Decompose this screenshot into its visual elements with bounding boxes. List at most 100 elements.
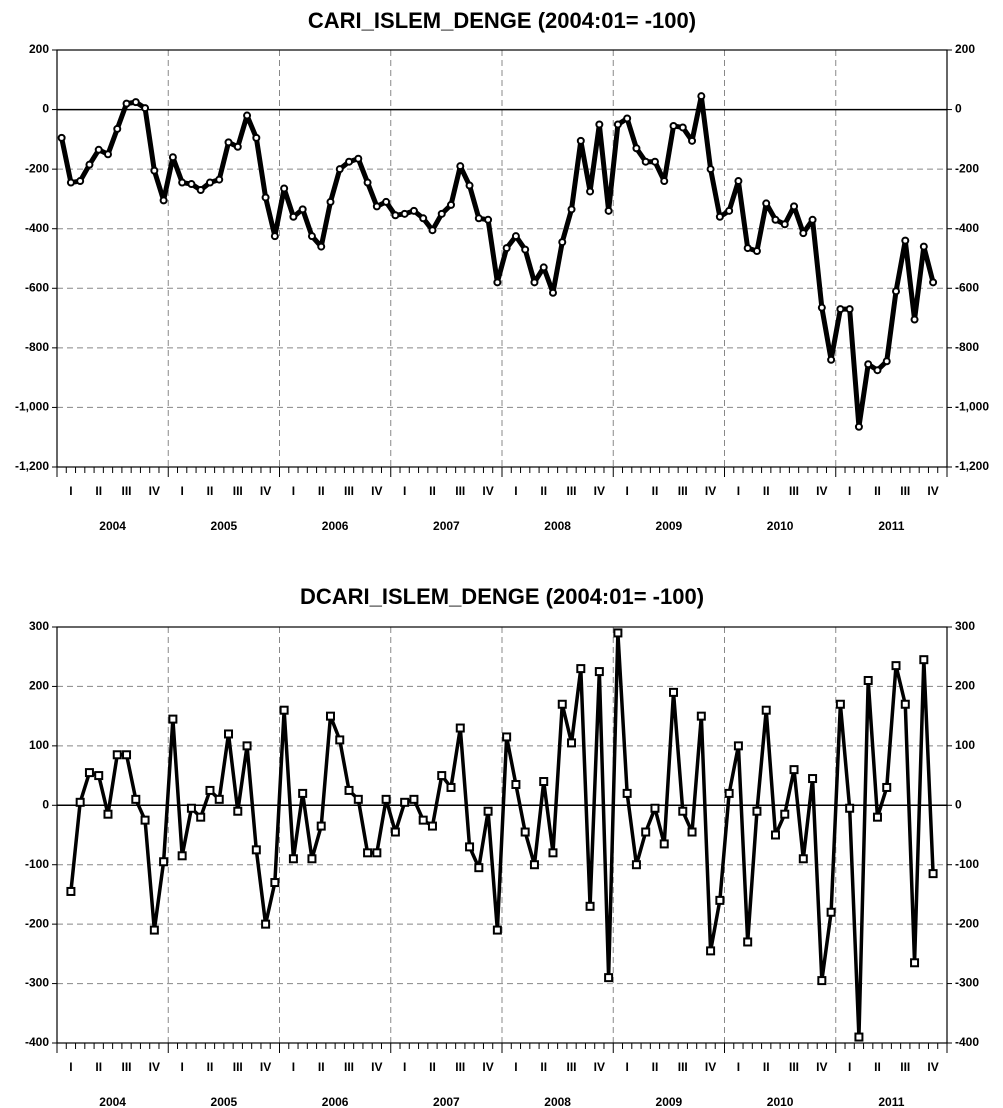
point [196, 812, 206, 822]
point [567, 205, 576, 214]
point [354, 154, 363, 163]
year-label: 2007 [433, 1095, 460, 1108]
point [919, 655, 929, 665]
quarter-label: III [344, 1060, 354, 1074]
quarter-label: IV [482, 1060, 493, 1074]
quarter-label: III [233, 1060, 243, 1074]
point [400, 209, 409, 218]
y2-tick-label: -1,200 [955, 459, 989, 473]
point [872, 812, 882, 822]
point [428, 226, 437, 235]
point [391, 211, 400, 220]
year-label: 2008 [544, 519, 571, 533]
point [186, 803, 196, 813]
point [168, 714, 178, 724]
point [558, 238, 567, 247]
point [178, 178, 187, 187]
year-label: 2009 [656, 519, 683, 533]
quarter-label: I [69, 484, 72, 498]
chart-title: CARI_ISLEM_DENGE (2004:01= -100) [308, 8, 696, 33]
point [363, 848, 373, 858]
point [270, 232, 279, 241]
point [734, 177, 743, 186]
point [632, 144, 641, 153]
point [502, 244, 511, 253]
point [604, 973, 614, 983]
quarter-label: I [848, 484, 851, 498]
point [808, 215, 817, 224]
point [706, 165, 715, 174]
y-tick-label: -1,200 [15, 459, 49, 473]
quarter-label: II [318, 1060, 325, 1074]
quarter-label: IV [260, 484, 271, 498]
point [447, 200, 456, 209]
point [669, 687, 679, 697]
point [335, 165, 344, 174]
point [928, 869, 938, 879]
point [557, 699, 567, 709]
point [76, 177, 85, 186]
point [94, 771, 104, 781]
point [484, 215, 493, 224]
point [502, 732, 512, 742]
year-label: 2006 [322, 1095, 349, 1108]
point [696, 711, 706, 721]
point [715, 212, 724, 221]
quarter-label: I [292, 484, 295, 498]
point [743, 244, 752, 253]
y2-tick-label: -600 [955, 280, 979, 294]
year-label: 2005 [211, 519, 238, 533]
point [715, 895, 725, 905]
point [187, 180, 196, 189]
point [427, 821, 437, 831]
series-line [69, 631, 935, 1039]
point [613, 628, 623, 638]
point [483, 806, 493, 816]
quarter-label: I [403, 484, 406, 498]
point [882, 782, 892, 792]
point [622, 788, 632, 798]
y-tick-label: -400 [25, 1035, 49, 1049]
point [113, 124, 122, 133]
point [641, 827, 651, 837]
quarter-label: I [848, 1060, 851, 1074]
point [613, 120, 622, 129]
point [521, 245, 530, 254]
point [280, 184, 289, 193]
point [474, 214, 483, 223]
point [576, 136, 585, 145]
point [122, 99, 131, 108]
quarter-label: I [69, 1060, 72, 1074]
point [678, 806, 688, 816]
point [752, 247, 761, 256]
point [177, 851, 187, 861]
quarter-label: III [678, 484, 688, 498]
point [854, 1032, 864, 1042]
point [493, 278, 502, 287]
quarter-label: II [207, 484, 214, 498]
point [659, 839, 669, 849]
quarter-label: IV [594, 484, 605, 498]
quarter-label: I [180, 1060, 183, 1074]
quarter-label: I [625, 1060, 628, 1074]
quarter-label: III [233, 484, 243, 498]
y2-tick-label: -300 [955, 976, 979, 990]
year-label: 2011 [878, 519, 904, 533]
point [345, 157, 354, 166]
y-tick-label: 300 [29, 619, 49, 633]
y2-tick-label: 0 [955, 797, 962, 811]
point [724, 788, 734, 798]
y-tick-label: -400 [25, 221, 49, 235]
quarter-label: IV [705, 484, 716, 498]
year-label: 2009 [656, 1095, 683, 1108]
y-tick-label: -200 [25, 916, 49, 930]
quarter-label: IV [260, 1060, 271, 1074]
y2-tick-label: 300 [955, 619, 975, 633]
point [103, 809, 113, 819]
point [150, 166, 159, 175]
point [770, 830, 780, 840]
y2-tick-label: -200 [955, 916, 979, 930]
quarter-label: IV [816, 1060, 827, 1074]
y2-tick-label: -100 [955, 857, 979, 871]
point [103, 150, 112, 159]
